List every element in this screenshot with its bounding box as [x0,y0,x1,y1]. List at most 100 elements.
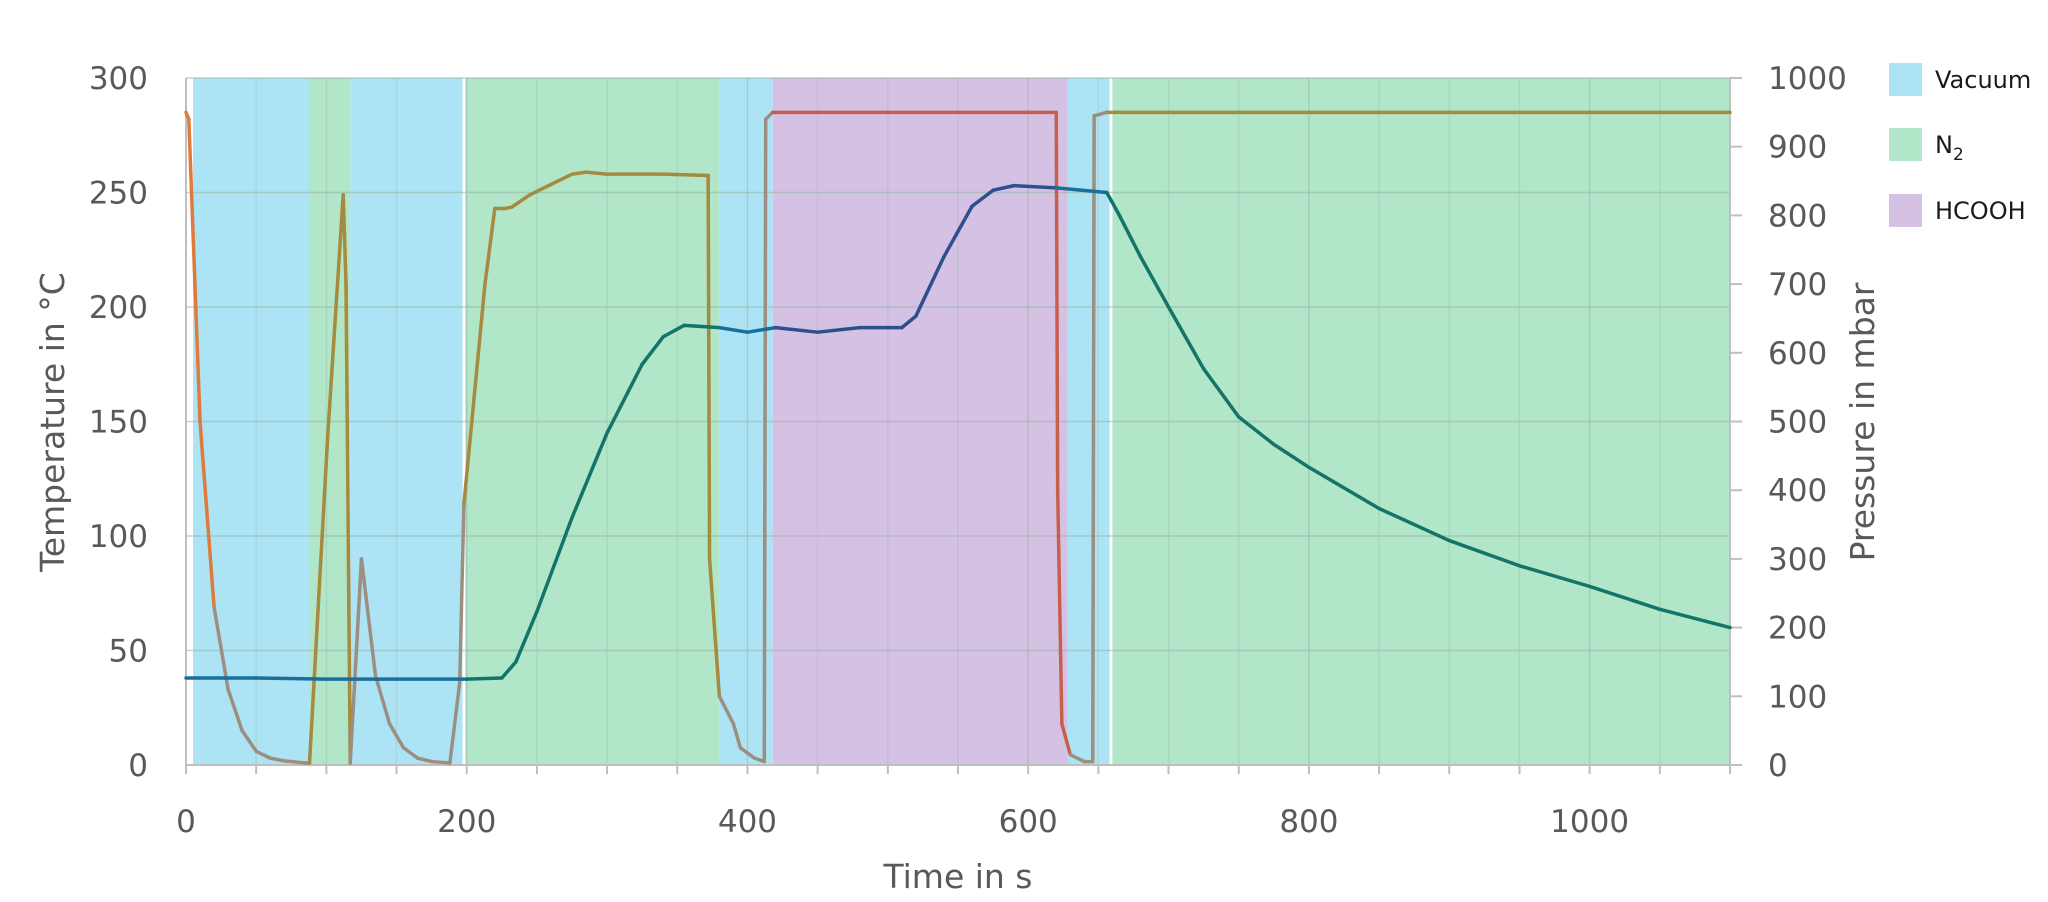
pressure-line [457,502,466,685]
y2-tick-label: 100 [1768,679,1827,715]
legend-label-n2-sub: 2 [1953,145,1964,165]
pressure-line [198,419,216,609]
temperature-line [914,254,946,318]
y-tick-label: 0 [128,748,148,784]
temperature-line [942,204,974,259]
legend-item-n2: N2 [1889,128,1964,165]
pressure-line [282,759,308,765]
x-tick-label: 600 [999,804,1058,840]
pressure-line [387,722,406,750]
legend-item-vacuum: Vacuum [1889,63,2031,96]
pressure-line [429,759,452,765]
temperature-line [682,323,722,330]
pressure-line [738,746,757,760]
y2-tick-label: 400 [1768,473,1827,509]
temperature-line [717,325,750,334]
gridlines [186,77,1730,765]
temperature-line [570,431,609,520]
pressure-line [549,172,574,187]
pressure-line [341,193,348,286]
legend-label-n2: N2 [1935,131,1964,165]
legend-item-hcooh: HCOOH [1889,194,2026,227]
temperature-line [1166,305,1206,371]
pressure-line [401,746,420,760]
tick-labels: 0 200 400 600 800 1000 0 50 100 150 200 250 300 0 100 2… [89,61,1847,840]
legend: Vacuum N2 HCOOH [1889,63,2031,227]
pressure-line [187,117,202,424]
pressure-line [717,694,736,726]
pressure-line [226,687,244,733]
y2-tick-label: 700 [1768,267,1827,303]
pressure-line [570,170,588,176]
pressure-line [415,756,434,764]
temperature-line [605,362,644,435]
pressure-line [1055,488,1064,726]
temperature-line [254,676,329,681]
temperature-line [661,323,687,339]
temperature-line [1117,213,1143,259]
temperature-line [1012,183,1059,190]
pressure-line [326,193,345,437]
y2-axis-title: Pressure in mbar [1843,282,1882,561]
pressure-line [448,680,462,765]
pressure-line [348,557,364,765]
temperature-line [1377,506,1452,543]
temperature-line [1105,190,1122,218]
temperature-line [1658,607,1732,630]
temperature-line [640,335,665,366]
y2-tick-label: 500 [1768,405,1827,441]
pressure-line [268,756,287,763]
legend-swatch-n2 [1889,128,1922,161]
temperature-line [991,183,1016,192]
y2-tick-label: 0 [1768,748,1788,784]
x-tick-label: 1000 [1550,804,1629,840]
temperature-line [1138,254,1171,309]
legend-label-hcooh: HCOOH [1935,197,2026,225]
pressure-line [307,433,330,765]
x-axis-title: Time in s [882,857,1032,896]
pressure-line [1054,110,1060,492]
x-tick-label: 200 [437,804,496,840]
y-tick-label: 200 [89,290,148,326]
y2-tick-label: 200 [1768,611,1827,647]
temperature-line [1587,584,1662,612]
pressure-line [1068,752,1087,764]
pressure-line [344,282,352,765]
pressure-line [731,722,743,750]
axes [185,77,1742,774]
pressure-line [483,206,497,286]
data-lines [184,110,1732,765]
legend-label-vacuum: Vacuum [1935,66,2031,94]
y2-tick-label: 900 [1768,130,1827,166]
pressure-line [707,557,722,699]
y2-tick-label: 800 [1768,198,1827,234]
pressure-line [1060,722,1073,757]
temperature-line [745,325,778,334]
y2-tick-label: 600 [1768,336,1827,372]
x-tick-label: 800 [1279,804,1338,840]
pressure-line [462,282,487,506]
temperature-line [1447,538,1522,568]
y-axis-title: Temperature in °C [33,272,72,573]
temperature-line [500,660,518,680]
pressure-line [528,182,553,197]
pressure-line [1090,114,1096,764]
x-tick-label: 0 [176,804,196,840]
temperature-line [773,325,820,334]
pressure-line [212,605,230,692]
pressure-line [254,749,272,760]
temperature-line [1201,367,1241,419]
temperature-line [1054,186,1109,195]
legend-swatch-vacuum [1889,63,1922,96]
temperature-line [970,188,995,208]
pressure-line [762,117,768,764]
temperature-line [535,515,574,614]
pressure-line [706,173,712,561]
pressure-line [509,193,532,209]
temperature-line [815,325,862,334]
temperature-line [1307,465,1381,511]
temperature-line [900,314,918,330]
pressure-line [373,673,392,726]
temperature-line [514,609,539,664]
